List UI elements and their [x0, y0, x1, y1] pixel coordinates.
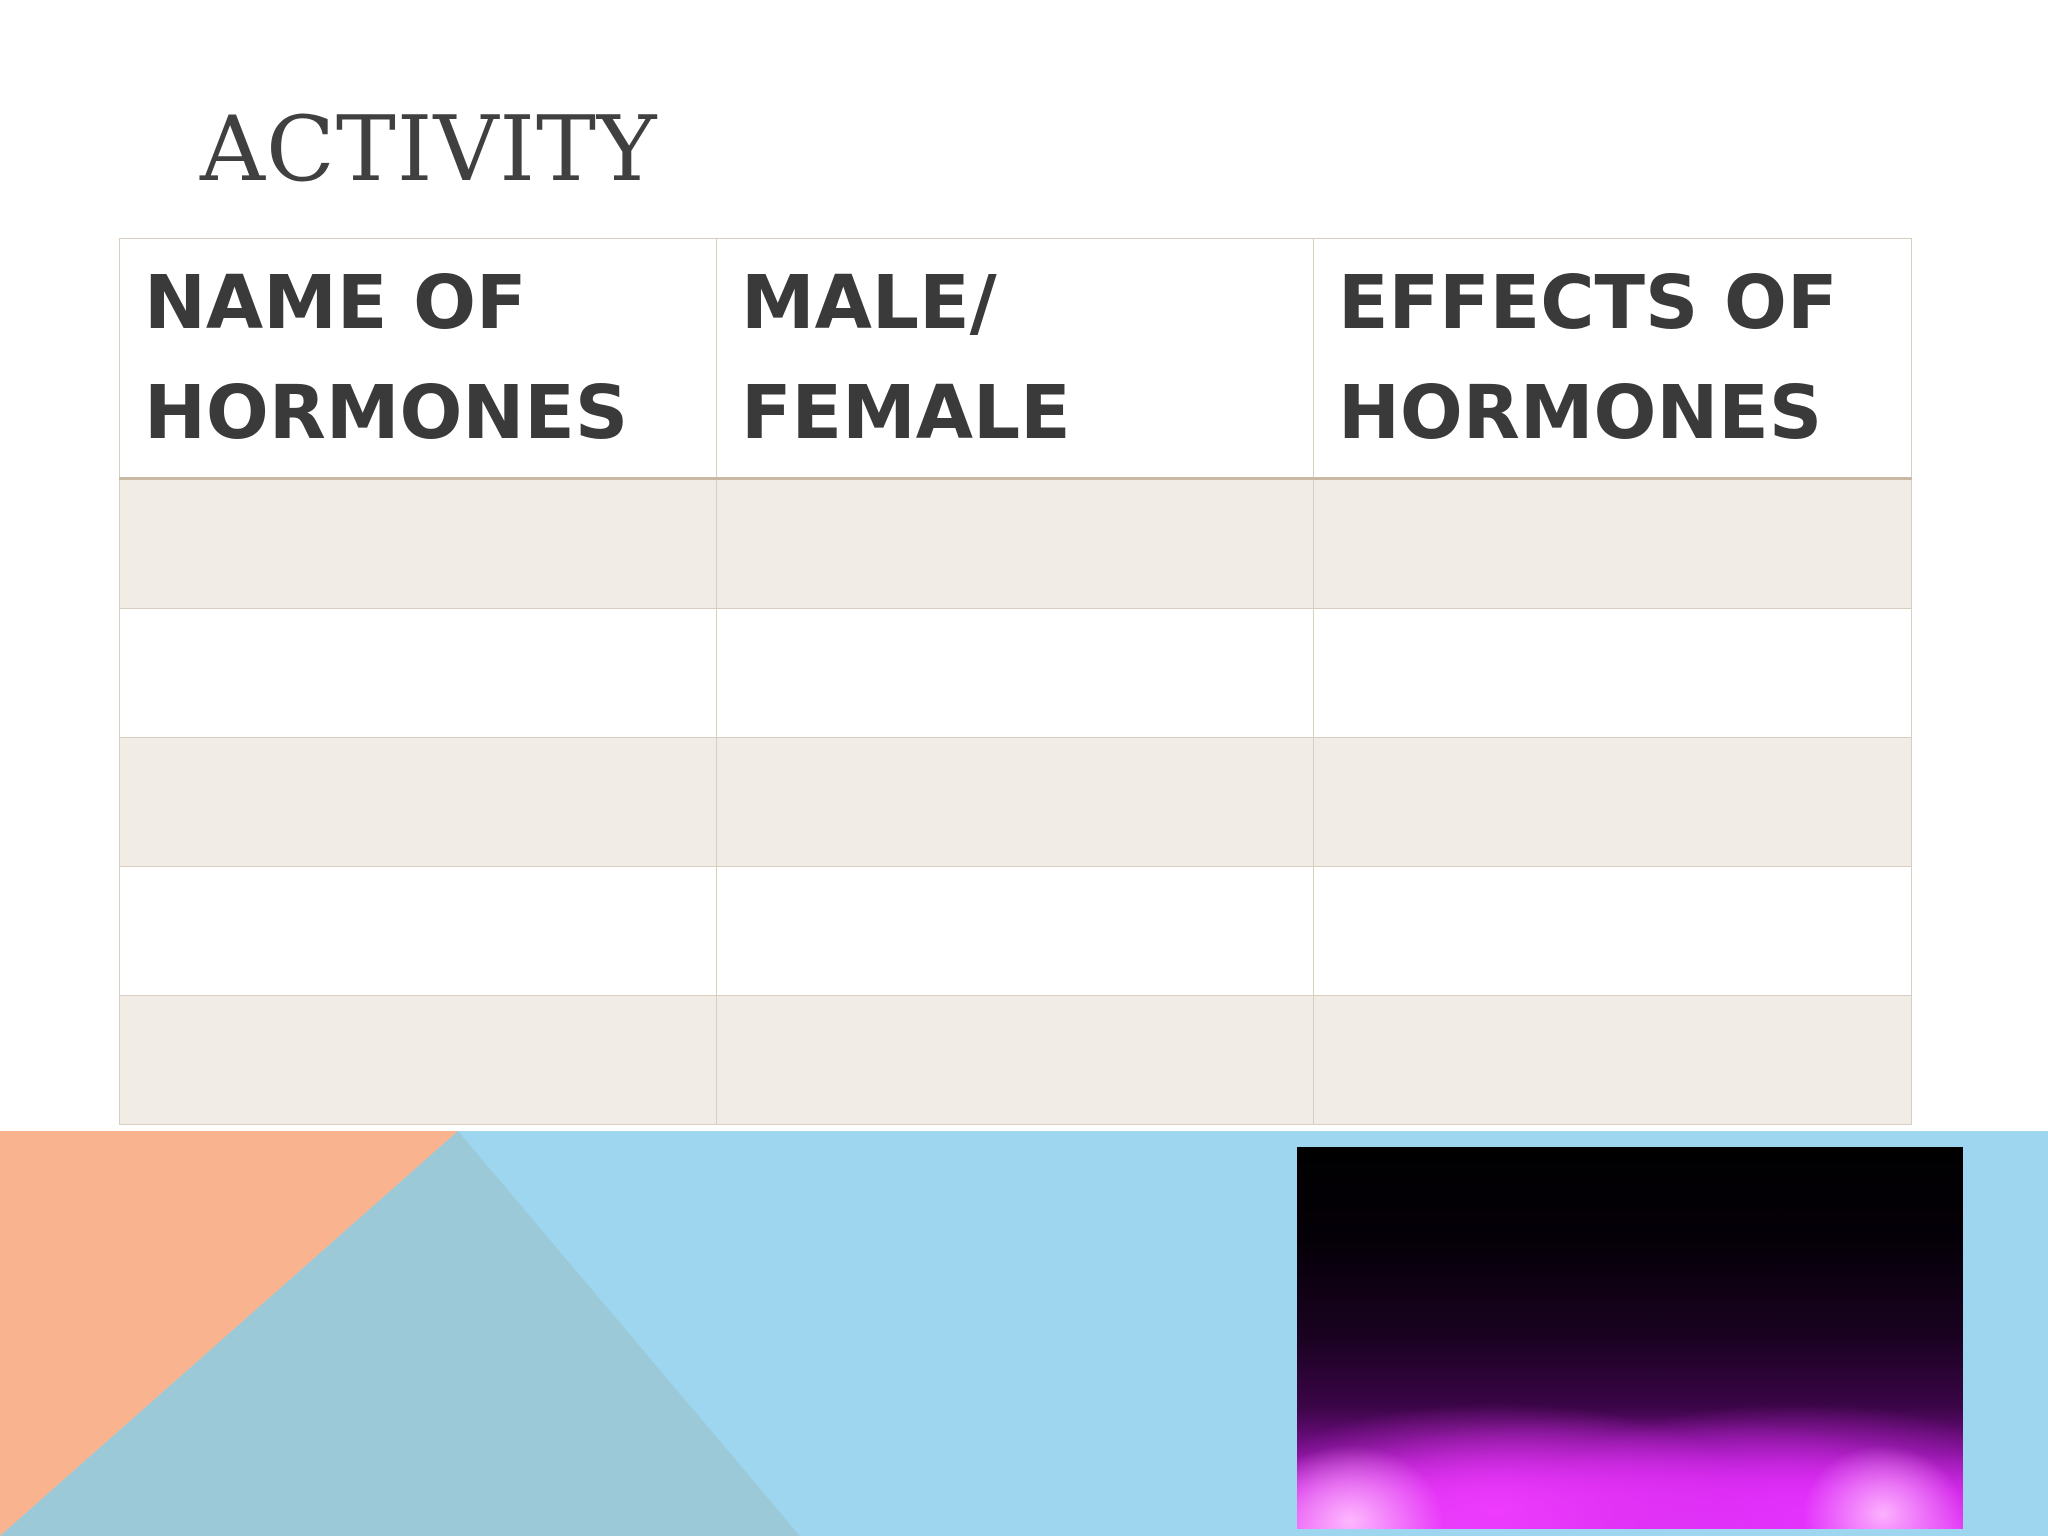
- table-cell[interactable]: [119, 737, 717, 867]
- table-cell[interactable]: [119, 866, 717, 996]
- table-cell[interactable]: [716, 608, 1314, 738]
- header-male-female: MALE/ FEMALE: [716, 238, 1314, 480]
- table-cell[interactable]: [119, 995, 717, 1125]
- table-cell[interactable]: [1313, 478, 1912, 609]
- table-row: [119, 608, 1912, 738]
- header-name-of-hormones: NAME OF HORMONES: [119, 238, 717, 480]
- table-cell[interactable]: [716, 737, 1314, 867]
- table-cell[interactable]: [716, 866, 1314, 996]
- table-header-row: NAME OF HORMONES MALE/ FEMALE EFFECTS OF…: [119, 238, 1912, 480]
- table-row: [119, 478, 1912, 609]
- table-row: [119, 866, 1912, 996]
- activity-table: NAME OF HORMONES MALE/ FEMALE EFFECTS OF…: [119, 238, 1912, 1125]
- table-row: [119, 737, 1912, 867]
- table-row: [119, 995, 1912, 1125]
- table-cell[interactable]: [119, 608, 717, 738]
- magenta-smoke-image: [1297, 1147, 1963, 1529]
- overlap-triangle: [0, 1131, 800, 1536]
- table-cell[interactable]: [716, 995, 1314, 1125]
- slide-title: ACTIVITY: [200, 97, 658, 202]
- table-cell[interactable]: [1313, 866, 1912, 996]
- table-cell[interactable]: [1313, 608, 1912, 738]
- table-cell[interactable]: [1313, 737, 1912, 867]
- header-effects-of-hormones: EFFECTS OF HORMONES: [1313, 238, 1912, 480]
- table-cell[interactable]: [1313, 995, 1912, 1125]
- table-cell[interactable]: [119, 478, 717, 609]
- table-cell[interactable]: [716, 478, 1314, 609]
